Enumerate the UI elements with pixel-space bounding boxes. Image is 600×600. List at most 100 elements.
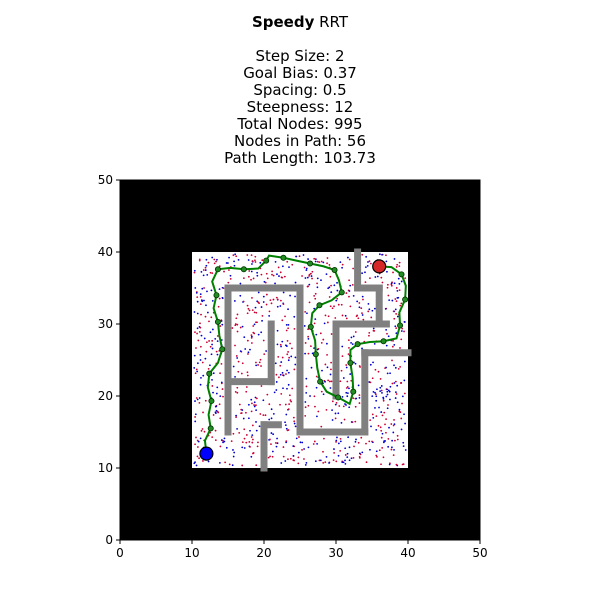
tree-node (293, 328, 296, 330)
tree-node (400, 338, 403, 341)
tree-node (216, 335, 219, 337)
tree-node (399, 347, 401, 349)
tree-node (351, 343, 354, 346)
tree-node (310, 345, 312, 348)
tree-node (386, 270, 388, 273)
tree-node (372, 416, 375, 419)
tree-node (337, 303, 340, 306)
tree-node (404, 422, 406, 425)
title-step-size: Step Size: 2 (255, 47, 345, 65)
tree-node (273, 391, 276, 394)
tree-node (235, 416, 238, 418)
tree-node (221, 388, 224, 390)
tree-node (394, 397, 397, 399)
tree-node (357, 384, 360, 387)
tree-node (211, 343, 213, 346)
tree-node (320, 341, 323, 344)
tree-node (244, 348, 247, 350)
tree-node (279, 373, 282, 376)
tree-node (304, 401, 307, 403)
tree-node (334, 317, 337, 319)
tree-node (194, 372, 197, 375)
tree-node (220, 320, 223, 322)
tree-node (346, 256, 349, 259)
tree-node (269, 438, 271, 441)
path-node (207, 425, 214, 432)
tree-node (345, 364, 348, 366)
tree-node (281, 356, 284, 359)
tree-node (320, 279, 322, 282)
tree-node (396, 263, 399, 266)
tree-node (199, 354, 202, 356)
tree-node (386, 407, 389, 410)
tree-node (305, 377, 308, 380)
tree-node (344, 454, 347, 456)
tree-node (334, 412, 337, 415)
path-node (347, 359, 354, 366)
tree-node (361, 295, 364, 298)
tree-node (260, 331, 263, 334)
tree-node (220, 363, 223, 365)
tree-node (274, 282, 276, 285)
tree-node (371, 395, 374, 398)
tree-node (199, 322, 201, 325)
tree-node (355, 315, 358, 318)
tree-node (335, 299, 338, 302)
tree-node (399, 365, 402, 368)
tree-node (331, 419, 334, 421)
tree-node (289, 457, 292, 460)
tree-node (285, 413, 288, 416)
tree-node (279, 299, 282, 302)
tree-node (293, 422, 296, 425)
tree-node (276, 442, 279, 445)
tree-node (269, 299, 272, 301)
tree-node (309, 272, 312, 275)
tree-node (280, 462, 283, 464)
tree-node (252, 452, 255, 454)
tree-node (279, 343, 282, 346)
tree-node (304, 277, 307, 279)
tree-node (348, 279, 351, 282)
x-tick-label: 30 (328, 546, 343, 560)
tree-node (353, 361, 355, 364)
path-node (307, 323, 314, 330)
tree-node (247, 403, 250, 406)
tree-node (215, 350, 218, 353)
tree-node (216, 386, 219, 389)
tree-node (385, 254, 387, 257)
tree-node (325, 273, 328, 276)
tree-node (245, 411, 247, 414)
tree-node (210, 289, 213, 292)
tree-node (368, 440, 371, 443)
tree-node (397, 296, 400, 299)
tree-node (210, 316, 213, 319)
tree-node (355, 438, 357, 441)
tree-node (278, 275, 280, 277)
tree-node (276, 343, 279, 346)
title-main: Speedy RRT (0, 14, 600, 31)
tree-node (250, 334, 253, 337)
tree-node (276, 273, 278, 276)
tree-node (198, 397, 201, 399)
tree-node (248, 441, 251, 443)
tree-node (211, 339, 214, 342)
tree-node (395, 391, 397, 394)
path-node (317, 378, 324, 385)
tree-node (198, 258, 201, 261)
tree-node (194, 413, 197, 416)
tree-node (280, 276, 283, 279)
tree-node (209, 331, 212, 334)
tree-node (279, 364, 282, 367)
tree-node (387, 437, 390, 440)
tree-node (343, 418, 346, 421)
tree-node (236, 330, 239, 333)
tree-node (265, 293, 268, 296)
tree-node (346, 395, 349, 398)
tree-node (196, 370, 199, 373)
tree-node (206, 290, 208, 293)
tree-node (285, 329, 288, 332)
tree-node (342, 461, 345, 464)
tree-node (211, 256, 214, 259)
tree-node (386, 283, 389, 286)
tree-node (304, 342, 307, 344)
